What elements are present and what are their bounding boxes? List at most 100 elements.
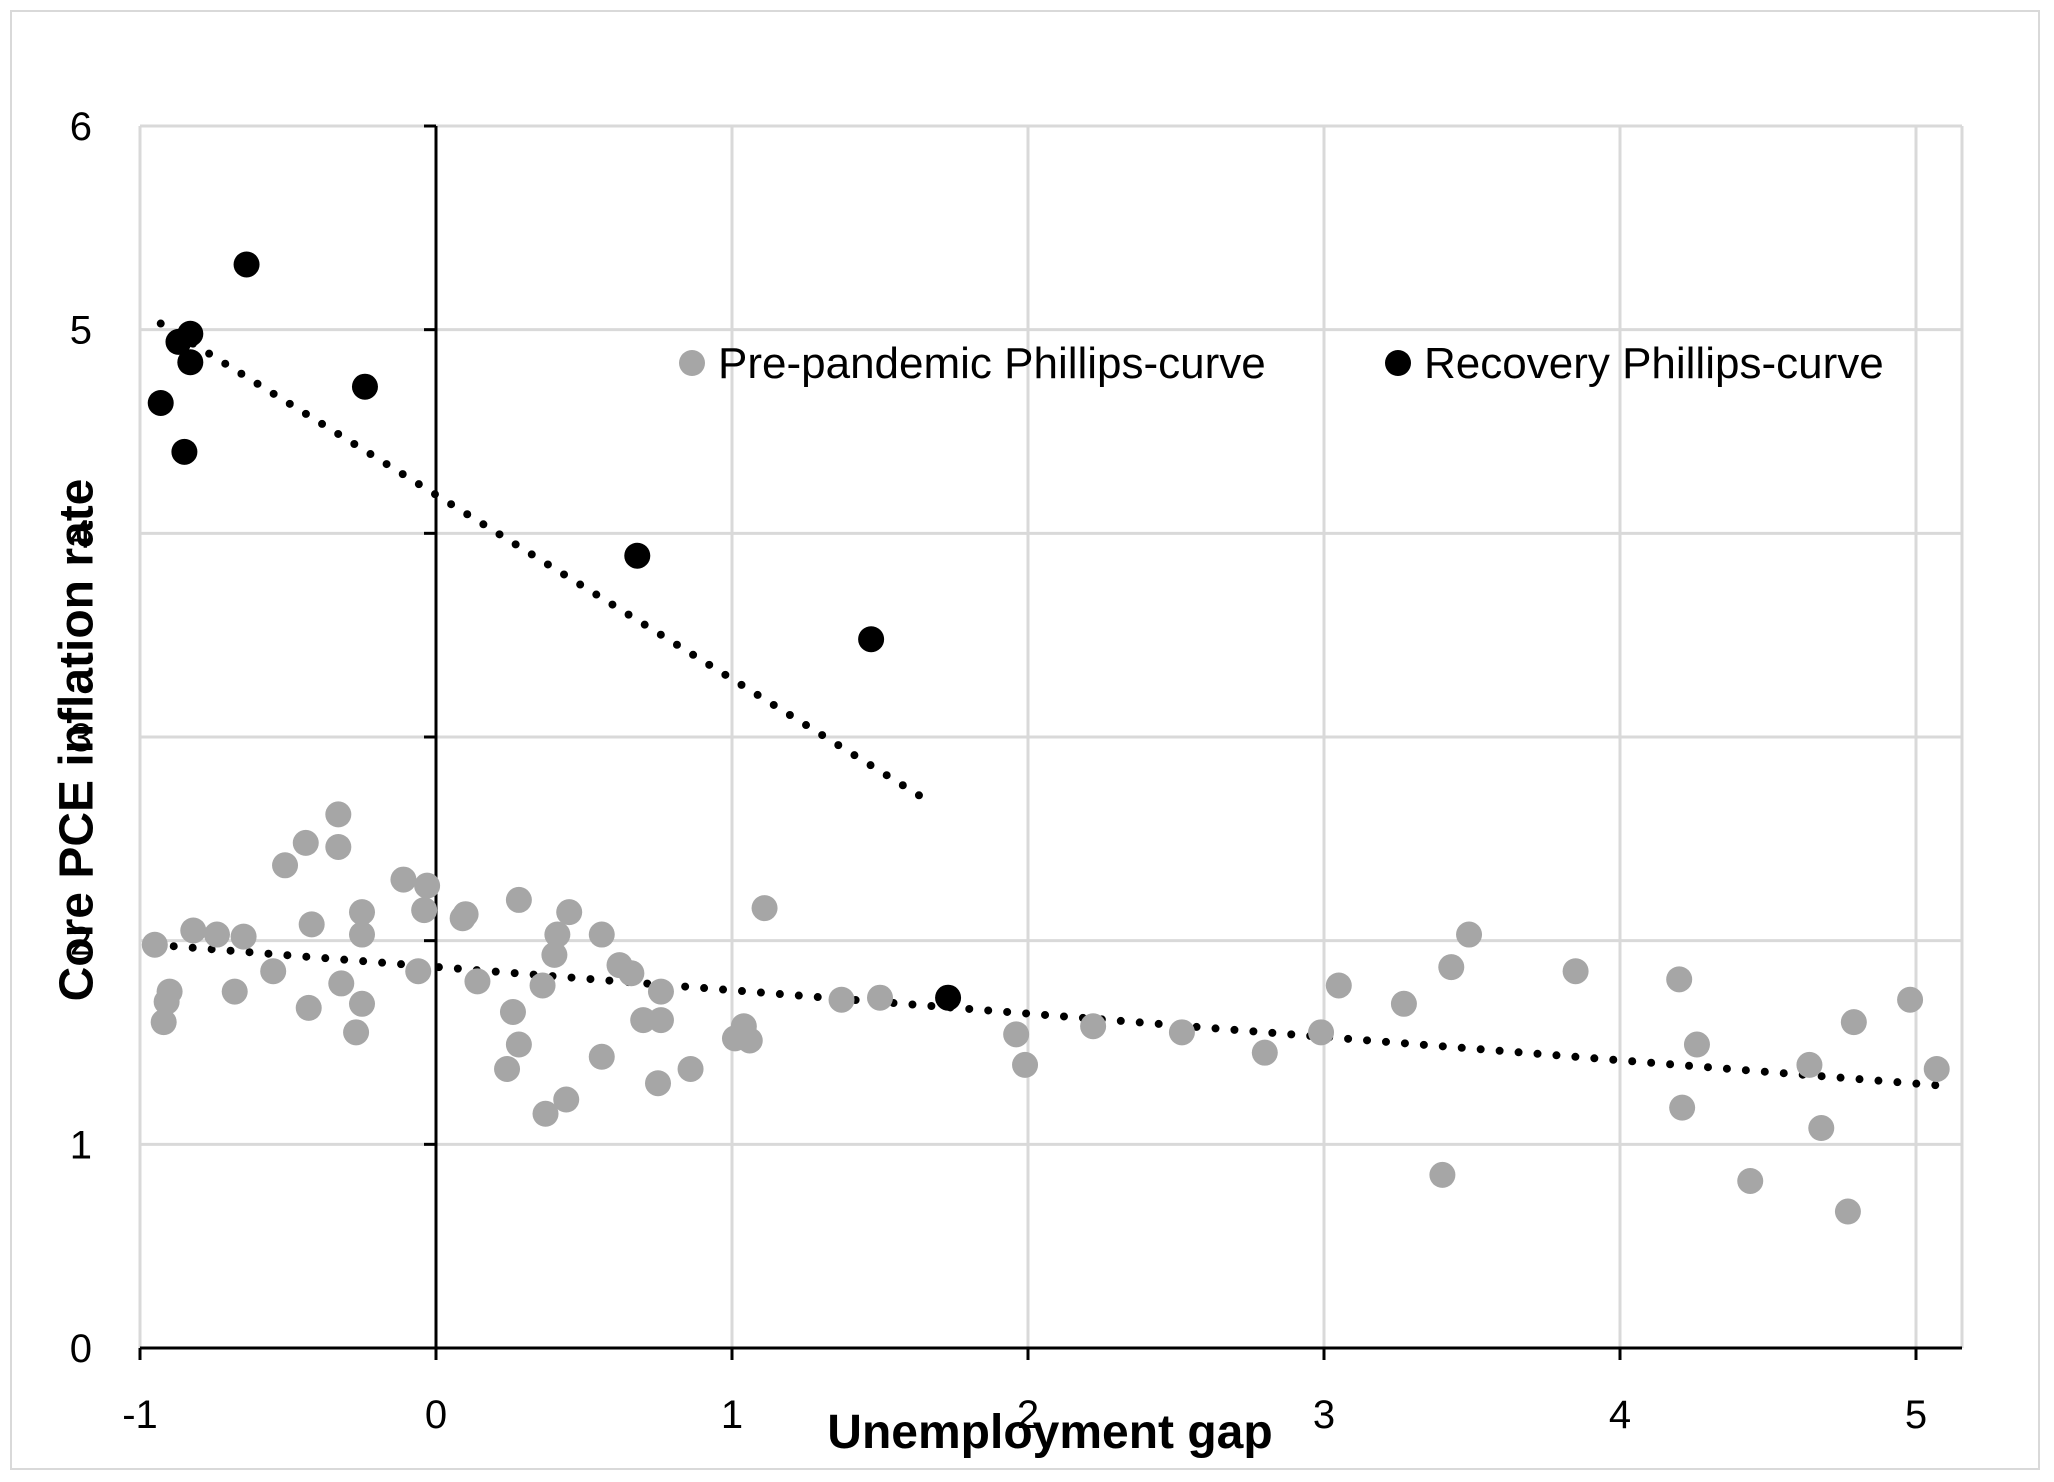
point-pre-pandemic — [1562, 958, 1589, 985]
point-pre-pandemic — [556, 899, 583, 926]
y-tick-label: 3 — [70, 716, 92, 760]
legend-marker-recovery — [1385, 350, 1411, 376]
point-pre-pandemic — [325, 833, 352, 860]
point-pre-pandemic — [1840, 1009, 1867, 1036]
point-pre-pandemic — [645, 1070, 671, 1097]
point-pre-pandemic — [1325, 972, 1352, 999]
point-pre-pandemic — [1897, 986, 1924, 1013]
trendline-recovery — [156, 319, 938, 809]
point-pre-pandemic — [1080, 1013, 1107, 1040]
point-pre-pandemic — [588, 921, 615, 948]
point-pre-pandemic — [647, 1007, 674, 1034]
point-pre-pandemic — [867, 984, 893, 1011]
point-pre-pandemic — [736, 1027, 763, 1054]
point-pre-pandemic — [529, 972, 556, 999]
point-pre-pandemic — [156, 978, 183, 1005]
point-pre-pandemic — [414, 872, 441, 899]
gridlines — [138, 124, 1964, 1348]
point-pre-pandemic — [1796, 1051, 1823, 1078]
point-recovery — [177, 320, 204, 347]
point-pre-pandemic — [295, 994, 322, 1021]
point-recovery — [177, 349, 204, 376]
data-points — [141, 251, 1950, 1225]
point-pre-pandemic — [464, 968, 491, 995]
point-pre-pandemic — [349, 899, 375, 926]
x-tick-label: 4 — [1609, 1393, 1631, 1437]
point-pre-pandemic — [505, 1031, 532, 1058]
point-pre-pandemic — [1429, 1161, 1456, 1188]
y-axis-title: Core PCE inflation rate — [51, 479, 104, 1002]
point-pre-pandemic — [1808, 1115, 1835, 1142]
y-tick-label: 0 — [70, 1327, 92, 1371]
point-recovery — [858, 626, 885, 653]
point-pre-pandemic — [553, 1086, 580, 1113]
point-recovery — [147, 389, 174, 416]
point-pre-pandemic — [1669, 1094, 1696, 1121]
legend-marker-pre-pandemic — [679, 350, 705, 376]
x-axis-title: Unemployment gap — [827, 1406, 1272, 1459]
point-pre-pandemic — [1834, 1198, 1861, 1225]
point-pre-pandemic — [677, 1055, 704, 1082]
point-pre-pandemic — [751, 895, 778, 922]
point-recovery — [935, 984, 962, 1011]
point-pre-pandemic — [1168, 1019, 1195, 1046]
point-pre-pandemic — [203, 921, 230, 948]
point-pre-pandemic — [1012, 1051, 1039, 1078]
point-pre-pandemic — [405, 958, 432, 985]
point-pre-pandemic — [141, 931, 168, 958]
chart-frame — [10, 10, 2040, 1470]
point-pre-pandemic — [1923, 1055, 1950, 1082]
point-pre-pandemic — [505, 886, 532, 913]
x-tick-label: 5 — [1905, 1393, 1927, 1437]
legend-label-recovery: Recovery Phillips-curve — [1424, 339, 1884, 388]
point-pre-pandemic — [349, 921, 375, 948]
point-pre-pandemic — [1737, 1167, 1764, 1194]
point-pre-pandemic — [618, 960, 645, 987]
point-pre-pandemic — [292, 829, 319, 856]
point-pre-pandemic — [1683, 1031, 1710, 1058]
x-tick-label: 0 — [425, 1393, 447, 1437]
point-pre-pandemic — [1456, 921, 1483, 948]
point-pre-pandemic — [1666, 966, 1693, 993]
point-pre-pandemic — [260, 958, 287, 985]
point-pre-pandemic — [298, 911, 325, 938]
point-pre-pandemic — [532, 1100, 559, 1127]
y-tick-label: 5 — [70, 309, 92, 353]
point-pre-pandemic — [544, 921, 571, 948]
y-tick-label: 1 — [70, 1123, 92, 1167]
point-pre-pandemic — [1438, 954, 1465, 981]
trendline-pre-pandemic — [150, 940, 1941, 1090]
point-pre-pandemic — [630, 1007, 657, 1034]
legend-label-pre-pandemic: Pre-pandemic Phillips-curve — [718, 339, 1266, 388]
point-pre-pandemic — [150, 1009, 177, 1036]
point-pre-pandemic — [328, 970, 355, 997]
point-pre-pandemic — [494, 1055, 521, 1082]
point-pre-pandemic — [230, 923, 257, 950]
point-pre-pandemic — [828, 986, 855, 1013]
point-pre-pandemic — [647, 978, 674, 1005]
point-pre-pandemic — [272, 852, 299, 879]
axes — [138, 124, 1962, 1360]
point-pre-pandemic — [1003, 1021, 1030, 1048]
point-pre-pandemic — [343, 1019, 370, 1046]
trendlines — [150, 319, 1941, 1090]
y-tick-label: 4 — [70, 512, 92, 556]
point-pre-pandemic — [588, 1043, 615, 1070]
x-tick-label: 1 — [721, 1393, 743, 1437]
point-pre-pandemic — [452, 901, 479, 928]
tick-labels: 0 1 2 3 4 5 6 -1 0 1 2 3 4 5 — [70, 105, 1927, 1437]
x-tick-label: 3 — [1313, 1393, 1335, 1437]
y-tick-label: 6 — [70, 105, 92, 149]
point-pre-pandemic — [1251, 1039, 1278, 1066]
x-tick-label: 2 — [1017, 1393, 1039, 1437]
point-pre-pandemic — [325, 801, 352, 828]
point-pre-pandemic — [1390, 990, 1417, 1017]
point-pre-pandemic — [541, 941, 568, 968]
point-pre-pandemic — [1308, 1019, 1335, 1046]
x-tick-label: -1 — [122, 1393, 158, 1437]
y-tick-label: 2 — [70, 920, 92, 964]
point-recovery — [233, 251, 260, 278]
point-pre-pandemic — [390, 866, 417, 893]
point-pre-pandemic — [411, 897, 438, 924]
